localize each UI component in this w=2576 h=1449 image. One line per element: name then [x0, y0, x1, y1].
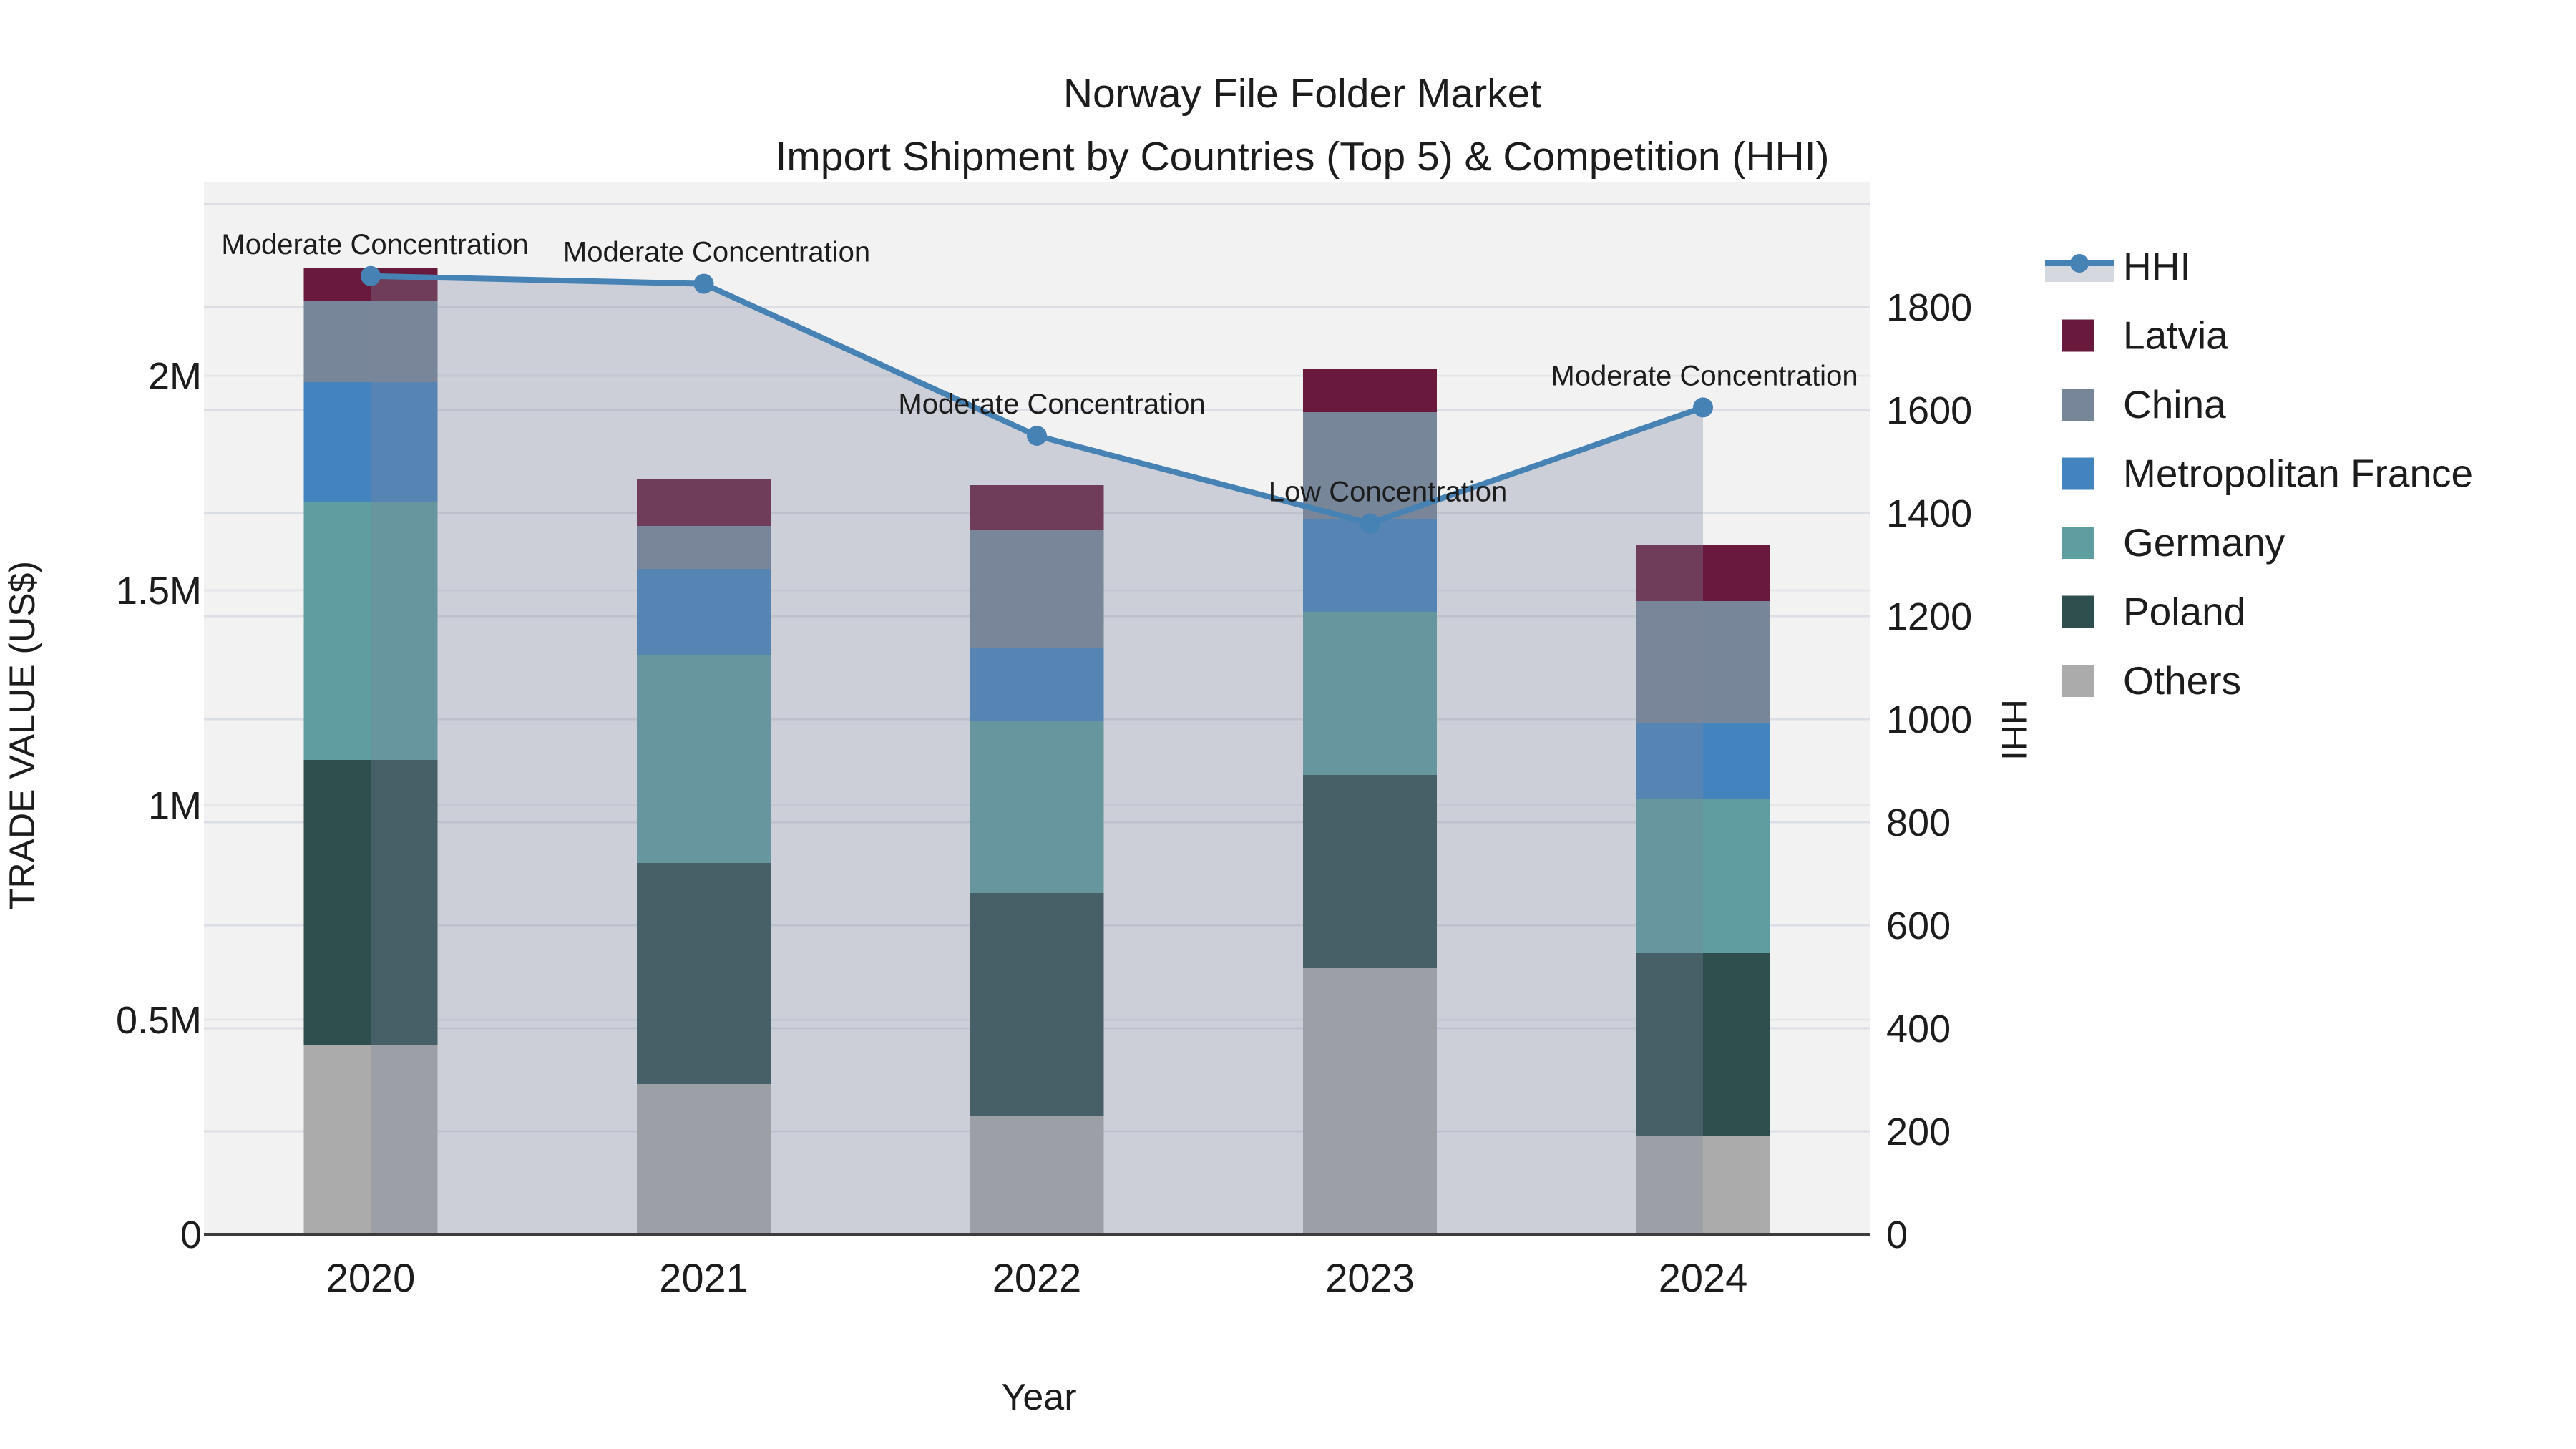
bar-segment-2020-others[interactable]	[303, 1045, 438, 1234]
bar-segment-2023-others[interactable]	[1303, 968, 1437, 1234]
bar-segment-2021-china[interactable]	[637, 526, 771, 569]
legend-item-others[interactable]	[2044, 659, 2573, 706]
y-left-tick-0: 0	[180, 1214, 202, 1257]
y-left-tick-1.5M: 1.5M	[116, 570, 202, 613]
bar-segment-2022-poland[interactable]	[970, 893, 1104, 1116]
x-tick-2022: 2022	[992, 1255, 1082, 1300]
legend-swatch-metropolitan-france	[2062, 457, 2094, 490]
bar-segment-2020-germany[interactable]	[303, 502, 438, 760]
y-right-tick-600: 600	[1886, 904, 1951, 947]
x-tick-2020: 2020	[326, 1255, 416, 1300]
y-left-tick-2M: 2M	[148, 355, 202, 398]
y-right-tick-800: 800	[1886, 801, 1951, 844]
bar-segment-2021-poland[interactable]	[637, 863, 771, 1084]
chart-subtitle: Import Shipment by Countries (Top 5) & C…	[775, 134, 1829, 180]
hhi-point-2020[interactable]	[361, 265, 381, 286]
bar-segment-2024-latvia[interactable]	[1636, 545, 1770, 601]
y-right-axis-title: HHI	[1994, 699, 2034, 761]
bar-segment-2021-others[interactable]	[637, 1084, 771, 1234]
bar-segment-2022-others[interactable]	[970, 1116, 1104, 1234]
bar-segment-2021-latvia[interactable]	[637, 479, 771, 526]
bar-segment-2022-china[interactable]	[970, 530, 1104, 648]
y-right-tick-1000: 1000	[1886, 698, 1972, 741]
legend-label-latvia: Latvia	[2123, 313, 2228, 358]
legend-swatch-china	[2062, 389, 2094, 421]
legend-swatch-germany	[2062, 527, 2094, 559]
annotation-2022: Moderate Concentration	[898, 389, 1205, 420]
annotation-2020: Moderate Concentration	[221, 229, 528, 260]
x-tick-2021: 2021	[659, 1255, 748, 1300]
legend-swatch-hhi-marker	[2070, 254, 2089, 273]
hhi-area-fill	[371, 275, 1703, 1234]
bar-segment-2020-metropolitan-france[interactable]	[303, 382, 438, 502]
y-right-tick-1600: 1600	[1886, 389, 1972, 432]
y-right-tick-1400: 1400	[1886, 492, 1972, 535]
hhi-point-2024[interactable]	[1693, 397, 1713, 418]
legend-item-poland[interactable]	[2044, 590, 2573, 638]
bar-segment-2021-metropolitan-france[interactable]	[637, 569, 771, 655]
hhi-point-2023[interactable]	[1360, 513, 1380, 534]
y-right-tick-0: 0	[1886, 1214, 1908, 1257]
y-right-tick-1200: 1200	[1886, 595, 1972, 638]
bar-segment-2023-poland[interactable]	[1303, 775, 1437, 968]
hhi-point-2022[interactable]	[1027, 426, 1047, 446]
y-right-tick-1800: 1800	[1886, 286, 1972, 329]
bar-segment-2023-latvia[interactable]	[1303, 369, 1437, 412]
bar-segment-2020-poland[interactable]	[303, 760, 438, 1045]
x-axis-title: Year	[1001, 1377, 1076, 1418]
bar-segment-2024-others[interactable]	[1636, 1136, 1770, 1234]
bar-segment-2024-poland[interactable]	[1636, 953, 1770, 1136]
bar-segment-2022-latvia[interactable]	[970, 485, 1104, 530]
bar-segment-2024-metropolitan-france[interactable]	[1636, 723, 1770, 799]
legend-item-germany[interactable]	[2044, 521, 2573, 568]
bar-segment-2024-germany[interactable]	[1636, 799, 1770, 953]
legend-swatch-poland	[2062, 595, 2094, 628]
y-right-tick-200: 200	[1886, 1111, 1951, 1153]
chart-title: Norway File Folder Market	[1063, 71, 1541, 117]
legend-item-metropolitan-france[interactable]	[2044, 452, 2573, 499]
y-left-tick-0.5M: 0.5M	[116, 999, 202, 1042]
bar-segment-2021-germany[interactable]	[637, 655, 771, 863]
legend-label-china: China	[2123, 382, 2226, 426]
legend-label-germany: Germany	[2123, 520, 2285, 565]
legend-label-others: Others	[2123, 658, 2241, 703]
bar-segment-2024-china[interactable]	[1636, 601, 1770, 723]
y-right-tick-400: 400	[1886, 1008, 1951, 1050]
x-tick-2023: 2023	[1325, 1255, 1415, 1300]
y-left-axis-title: TRADE VALUE (US$)	[2, 561, 42, 910]
annotation-2023: Low Concentration	[1269, 476, 1508, 507]
legend-item-latvia[interactable]	[2044, 314, 2573, 361]
bar-segment-2023-germany[interactable]	[1303, 612, 1437, 775]
legend-item-hhi[interactable]	[2044, 245, 2573, 292]
legend-label-hhi: HHI	[2123, 244, 2191, 288]
annotation-2024: Moderate Concentration	[1551, 360, 1858, 391]
bar-segment-2022-germany[interactable]	[970, 721, 1104, 893]
hhi-point-2021[interactable]	[693, 273, 714, 294]
legend-label-poland: Poland	[2123, 590, 2245, 634]
bar-segment-2023-metropolitan-france[interactable]	[1303, 519, 1437, 612]
bar-segment-2022-metropolitan-france[interactable]	[970, 648, 1104, 721]
bar-segment-2023-china[interactable]	[1303, 412, 1437, 519]
legend-label-metropolitan-france: Metropolitan France	[2123, 452, 2473, 496]
legend-item-china[interactable]	[2044, 383, 2573, 430]
legend-swatch-latvia	[2062, 319, 2094, 352]
annotation-2021: Moderate Concentration	[563, 237, 870, 268]
x-tick-2024: 2024	[1659, 1255, 1748, 1300]
legend-swatch-others	[2062, 665, 2094, 697]
y-left-tick-1M: 1M	[148, 784, 202, 827]
bar-segment-2020-china[interactable]	[303, 301, 438, 382]
